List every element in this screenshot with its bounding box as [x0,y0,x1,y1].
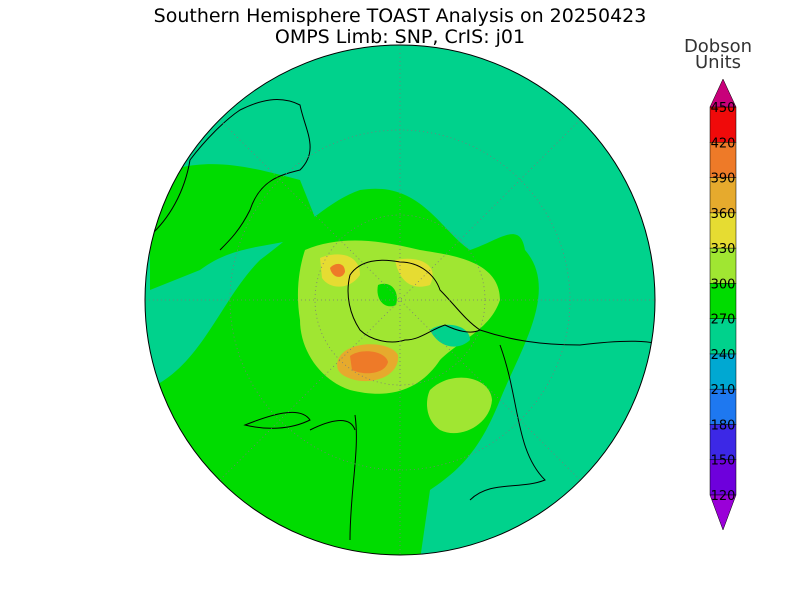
colorbar-segment [709,424,737,460]
colorbar-label: 450 [711,101,736,116]
ozone-map [145,45,655,555]
colorbar-label: 120 [711,489,736,504]
globe-outline [144,44,656,556]
colorbar-label: 180 [711,418,736,433]
colorbar-segment [709,283,737,319]
colorbar-segment [709,212,737,249]
colorbar-label: 330 [711,242,736,257]
colorbar-label: 240 [711,348,736,363]
subtitle: OMPS Limb: SNP, CrIS: j01 [275,26,525,48]
colorbar-label: 210 [711,383,736,398]
colorbar-segment [709,142,737,178]
colorbar-label: 420 [711,136,736,151]
title: Southern Hemisphere TOAST Analysis on 20… [154,5,647,27]
colorbar-label: 360 [711,207,736,222]
colorbar-segment [709,318,737,355]
colorbar-segment [709,177,737,214]
colorbar-unit: Units [695,52,741,73]
colorbar-segment [709,106,737,143]
colorbar-segment [709,353,737,390]
colorbar-above [709,78,737,108]
colorbar-label: 390 [711,172,736,187]
colorbar-segment [709,247,737,284]
colorbar-label: 150 [711,454,736,469]
colorbar-below [709,494,737,531]
colorbar-label: 300 [711,277,736,292]
colorbar-segment [709,388,737,425]
colorbar-label: 270 [711,313,736,328]
colorbar: 120 150 180 210 240 270 300 330 360 390 420 450 [709,78,737,531]
colorbar-unit: Dobson [684,36,752,57]
